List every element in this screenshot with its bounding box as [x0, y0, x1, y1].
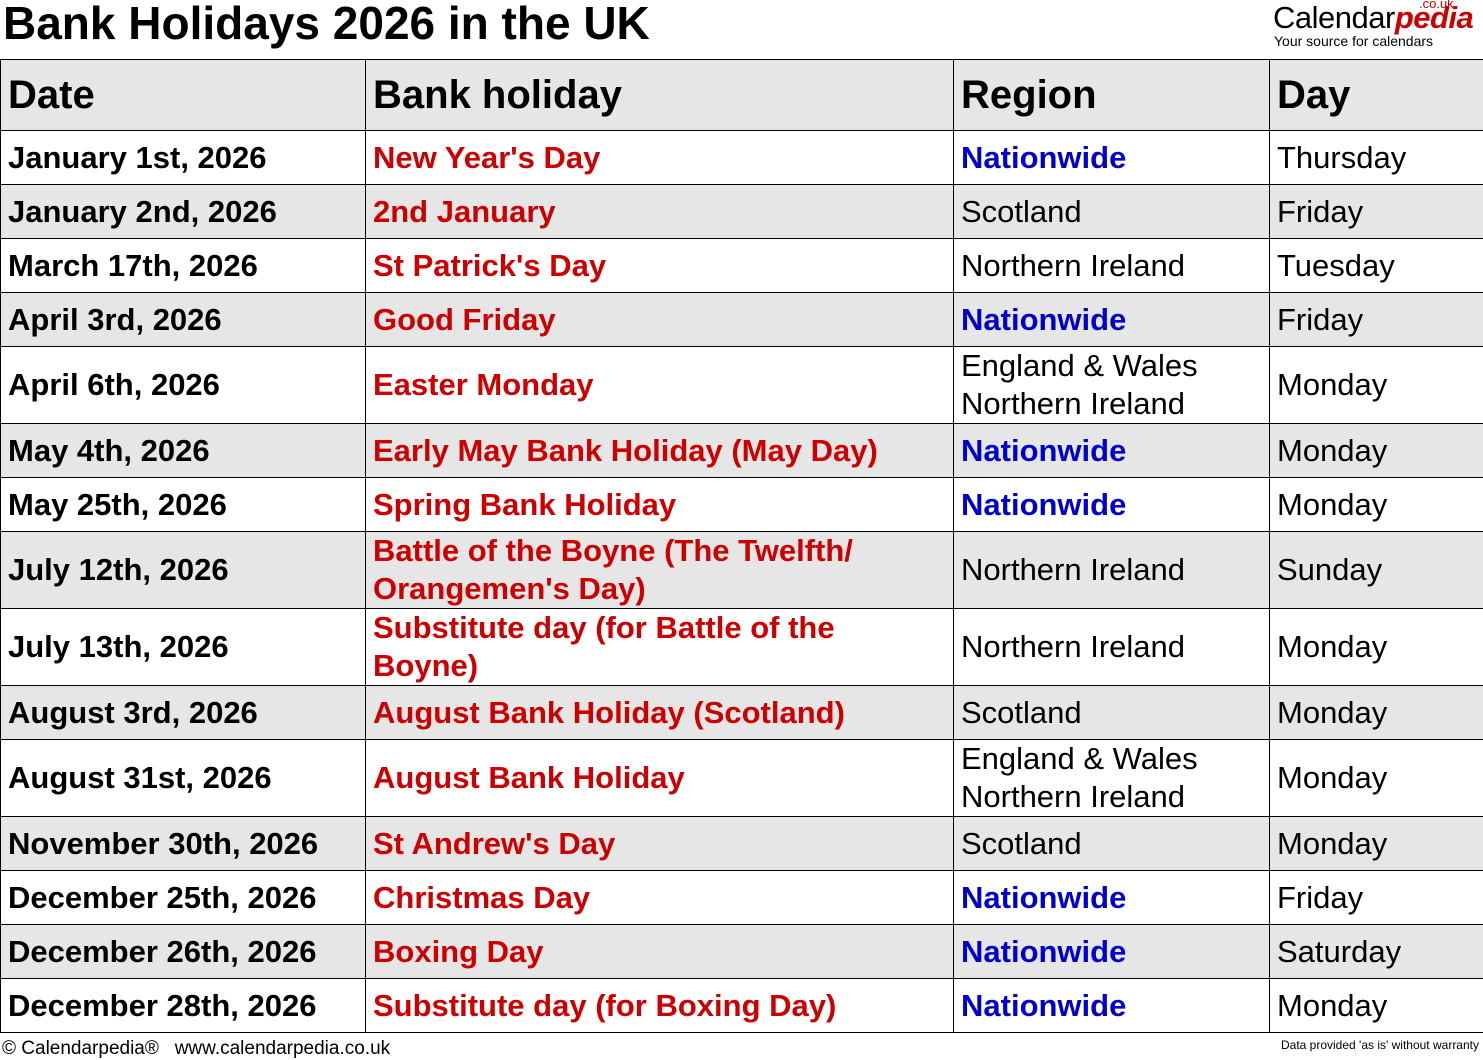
region-cell: Nationwide	[953, 924, 1270, 979]
table-row: December 26th, 2026 Boxing Day Nationwide S…	[0, 924, 1483, 979]
holiday-cell: Early May Bank Holiday (May Day)	[365, 423, 954, 478]
day-cell: Monday	[1269, 739, 1483, 817]
day-cell: Friday	[1269, 184, 1483, 239]
day-cell: Monday	[1269, 978, 1483, 1033]
holiday-cell: August Bank Holiday	[365, 739, 954, 817]
footer-copyright: © Calendarpedia® www.calendarpedia.co.uk	[2, 1038, 391, 1059]
date-cell: August 31st, 2026	[0, 739, 366, 817]
region-cell: Northern Ireland	[953, 238, 1270, 293]
holiday-cell: St Andrew's Day	[365, 816, 954, 871]
region-cell: Scotland	[953, 184, 1270, 239]
date-cell: November 30th, 2026	[0, 816, 366, 871]
date-cell: July 12th, 2026	[0, 531, 366, 609]
holiday-cell: Battle of the Boyne (The Twelfth/ Orange…	[365, 531, 954, 609]
region-cell: Nationwide	[953, 978, 1270, 1033]
logo-tagline: Your source for calendars	[1274, 33, 1434, 49]
holiday-cell: Good Friday	[365, 292, 954, 347]
holiday-cell: August Bank Holiday (Scotland)	[365, 685, 954, 740]
table-row: March 17th, 2026 St Patrick's Day Northern…	[0, 238, 1483, 293]
table-row: August 31st, 2026 August Bank Holiday Engl…	[0, 739, 1483, 817]
table-row: December 28th, 2026 Substitute day (for B…	[0, 978, 1483, 1033]
day-cell: Monday	[1269, 423, 1483, 478]
bank-holidays-table: Date Bank holiday Region Day January 1st…	[0, 59, 1483, 1033]
day-cell: Friday	[1269, 292, 1483, 347]
region-cell: Nationwide	[953, 130, 1270, 185]
day-cell: Friday	[1269, 870, 1483, 925]
region-cell: Northern Ireland	[953, 608, 1270, 686]
table-row: July 12th, 2026 Battle of the Boyne (The …	[0, 531, 1483, 609]
day-cell: Monday	[1269, 608, 1483, 686]
table-row: May 25th, 2026 Spring Bank Holiday Nationw…	[0, 477, 1483, 532]
table-row: January 1st, 2026 New Year's Day Nationwid…	[0, 130, 1483, 185]
date-cell: April 6th, 2026	[0, 346, 366, 424]
date-cell: March 17th, 2026	[0, 238, 366, 293]
header-bank-holiday: Bank holiday	[365, 59, 954, 131]
region-cell: England & Wales Northern Ireland	[953, 739, 1270, 817]
day-cell: Tuesday	[1269, 238, 1483, 293]
logo-wordmark: Calendarpedia	[1273, 0, 1474, 35]
holiday-cell: Boxing Day	[365, 924, 954, 979]
day-cell: Monday	[1269, 685, 1483, 740]
day-cell: Sunday	[1269, 531, 1483, 609]
date-cell: August 3rd, 2026	[0, 685, 366, 740]
region-cell: Scotland	[953, 685, 1270, 740]
table-row: August 3rd, 2026 August Bank Holiday (Sco…	[0, 685, 1483, 740]
date-cell: December 25th, 2026	[0, 870, 366, 925]
day-cell: Monday	[1269, 477, 1483, 532]
logo-domain: .co.uk	[1419, 0, 1454, 11]
table-row: November 30th, 2026 St Andrew's Day Scotla…	[0, 816, 1483, 871]
date-cell: January 2nd, 2026	[0, 184, 366, 239]
holiday-cell: 2nd January	[365, 184, 954, 239]
date-cell: January 1st, 2026	[0, 130, 366, 185]
day-cell: Thursday	[1269, 130, 1483, 185]
footer-disclaimer: Data provided 'as is' without warranty	[1280, 1038, 1479, 1052]
table-row: April 3rd, 2026 Good Friday Nationwide Frid…	[0, 292, 1483, 347]
date-cell: December 26th, 2026	[0, 924, 366, 979]
holiday-cell: Easter Monday	[365, 346, 954, 424]
region-cell: England & Wales Northern Ireland	[953, 346, 1270, 424]
table-row: April 6th, 2026 Easter Monday England & Wa…	[0, 346, 1483, 424]
holiday-cell: Substitute day (for Boxing Day)	[365, 978, 954, 1033]
date-cell: July 13th, 2026	[0, 608, 366, 686]
table-row: July 13th, 2026 Substitute day (for Battl…	[0, 608, 1483, 686]
holiday-cell: St Patrick's Day	[365, 238, 954, 293]
region-cell: Northern Ireland	[953, 531, 1270, 609]
day-cell: Monday	[1269, 346, 1483, 424]
table-row: December 25th, 2026 Christmas Day Nationwi…	[0, 870, 1483, 925]
region-cell: Scotland	[953, 816, 1270, 871]
day-cell: Saturday	[1269, 924, 1483, 979]
table-row: May 4th, 2026 Early May Bank Holiday (May…	[0, 423, 1483, 478]
table-header-row: Date Bank holiday Region Day	[0, 59, 1483, 131]
holiday-cell: New Year's Day	[365, 130, 954, 185]
date-cell: May 4th, 2026	[0, 423, 366, 478]
region-cell: Nationwide	[953, 477, 1270, 532]
table-row: January 2nd, 2026 2nd January Scotland Frid…	[0, 184, 1483, 239]
header-region: Region	[953, 59, 1270, 131]
holiday-cell: Spring Bank Holiday	[365, 477, 954, 532]
date-cell: May 25th, 2026	[0, 477, 366, 532]
header-day: Day	[1269, 59, 1483, 131]
date-cell: April 3rd, 2026	[0, 292, 366, 347]
day-cell: Monday	[1269, 816, 1483, 871]
region-cell: Nationwide	[953, 870, 1270, 925]
holiday-cell: Substitute day (for Battle of the Boyne)	[365, 608, 954, 686]
header-date: Date	[0, 59, 366, 131]
date-cell: December 28th, 2026	[0, 978, 366, 1033]
region-cell: Nationwide	[953, 292, 1270, 347]
page-title: Bank Holidays 2026 in the UK	[3, 0, 650, 49]
calendarpedia-logo[interactable]: Calendarpedia .co.uk Your source for cal…	[1273, 0, 1483, 52]
holiday-cell: Christmas Day	[365, 870, 954, 925]
region-cell: Nationwide	[953, 423, 1270, 478]
